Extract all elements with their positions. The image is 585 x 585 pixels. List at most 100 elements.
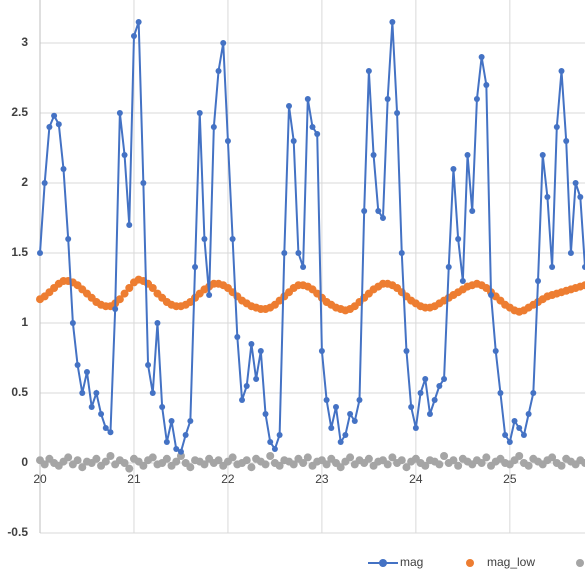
data-point: [497, 390, 504, 396]
data-point: [441, 376, 448, 382]
data-point: [276, 432, 283, 438]
data-point: [149, 390, 156, 396]
data-point: [121, 152, 128, 158]
data-point: [46, 124, 53, 130]
data-point: [318, 348, 325, 354]
data-point: [581, 459, 585, 467]
data-point: [488, 292, 495, 298]
data-point: [336, 463, 345, 472]
legend-label: mag: [400, 555, 423, 569]
y-tick-label: 1: [21, 315, 28, 329]
data-point: [436, 383, 443, 389]
data-point: [347, 411, 354, 417]
data-point: [431, 397, 438, 403]
data-point: [506, 439, 513, 445]
data-point: [37, 250, 43, 256]
data-point: [215, 68, 222, 74]
legend-marker: [576, 559, 584, 567]
data-point: [64, 453, 73, 462]
data-point: [69, 320, 76, 326]
data-point: [445, 264, 452, 270]
data-point: [322, 460, 331, 469]
data-point: [172, 457, 181, 466]
data-point: [93, 390, 100, 396]
data-point: [408, 404, 415, 410]
data-point: [581, 281, 585, 290]
data-point: [389, 19, 396, 25]
data-point: [239, 397, 246, 403]
data-point: [74, 362, 81, 368]
data-point: [78, 463, 87, 472]
data-point: [397, 456, 406, 465]
data-point: [412, 425, 419, 431]
data-point: [455, 236, 462, 242]
data-point: [364, 454, 373, 463]
data-point: [403, 348, 410, 354]
data-point: [383, 460, 392, 469]
data-point: [140, 180, 147, 186]
data-point: [563, 138, 570, 144]
data-point: [73, 456, 82, 465]
data-point: [535, 278, 542, 284]
data-point: [450, 166, 457, 172]
data-point: [346, 453, 355, 462]
legend-marker: [466, 559, 474, 567]
data-point: [253, 376, 260, 382]
data-point: [435, 460, 444, 469]
data-point: [582, 264, 585, 270]
data-point: [51, 112, 58, 119]
data-point: [271, 446, 278, 452]
data-point: [328, 425, 335, 431]
data-point: [549, 264, 556, 270]
data-point: [177, 448, 184, 455]
data-point: [558, 68, 565, 74]
data-point: [525, 411, 532, 417]
legend-marker: [379, 559, 387, 567]
data-point: [115, 295, 124, 304]
data-point: [356, 397, 363, 403]
data-point: [163, 439, 170, 445]
data-point: [187, 418, 194, 424]
data-point: [201, 236, 208, 242]
y-tick-label: 2: [21, 175, 28, 189]
data-point: [314, 131, 321, 137]
data-point: [126, 222, 133, 228]
data-point: [130, 33, 137, 39]
data-point: [92, 454, 101, 463]
y-tick-label: 0: [21, 455, 28, 469]
data-point: [370, 152, 377, 158]
data-point: [337, 439, 344, 445]
data-point: [304, 96, 311, 102]
x-tick-label: 25: [503, 472, 517, 486]
data-point: [210, 124, 217, 130]
data-point: [257, 348, 264, 354]
data-point: [524, 461, 533, 470]
data-point: [186, 463, 195, 472]
data-point: [544, 194, 551, 200]
data-point: [148, 284, 157, 292]
x-tick-label: 24: [409, 472, 423, 486]
data-point: [398, 250, 405, 256]
data-point: [145, 362, 152, 368]
data-point: [440, 452, 449, 460]
data-point: [477, 459, 486, 467]
data-point: [229, 236, 236, 242]
data-point: [60, 166, 67, 172]
data-point: [125, 464, 134, 473]
data-point: [55, 121, 62, 128]
data-point: [154, 320, 161, 326]
x-tick-label: 22: [221, 472, 235, 486]
data-point: [577, 194, 584, 200]
data-point: [247, 463, 256, 472]
data-point: [492, 348, 499, 354]
data-point: [159, 404, 166, 410]
data-point: [98, 411, 105, 417]
data-point: [243, 383, 250, 389]
series-line: [39, 21, 585, 454]
data-point: [375, 208, 382, 214]
data-point: [365, 68, 372, 74]
data-point: [553, 124, 560, 130]
data-point: [351, 418, 358, 424]
data-point: [567, 250, 574, 256]
